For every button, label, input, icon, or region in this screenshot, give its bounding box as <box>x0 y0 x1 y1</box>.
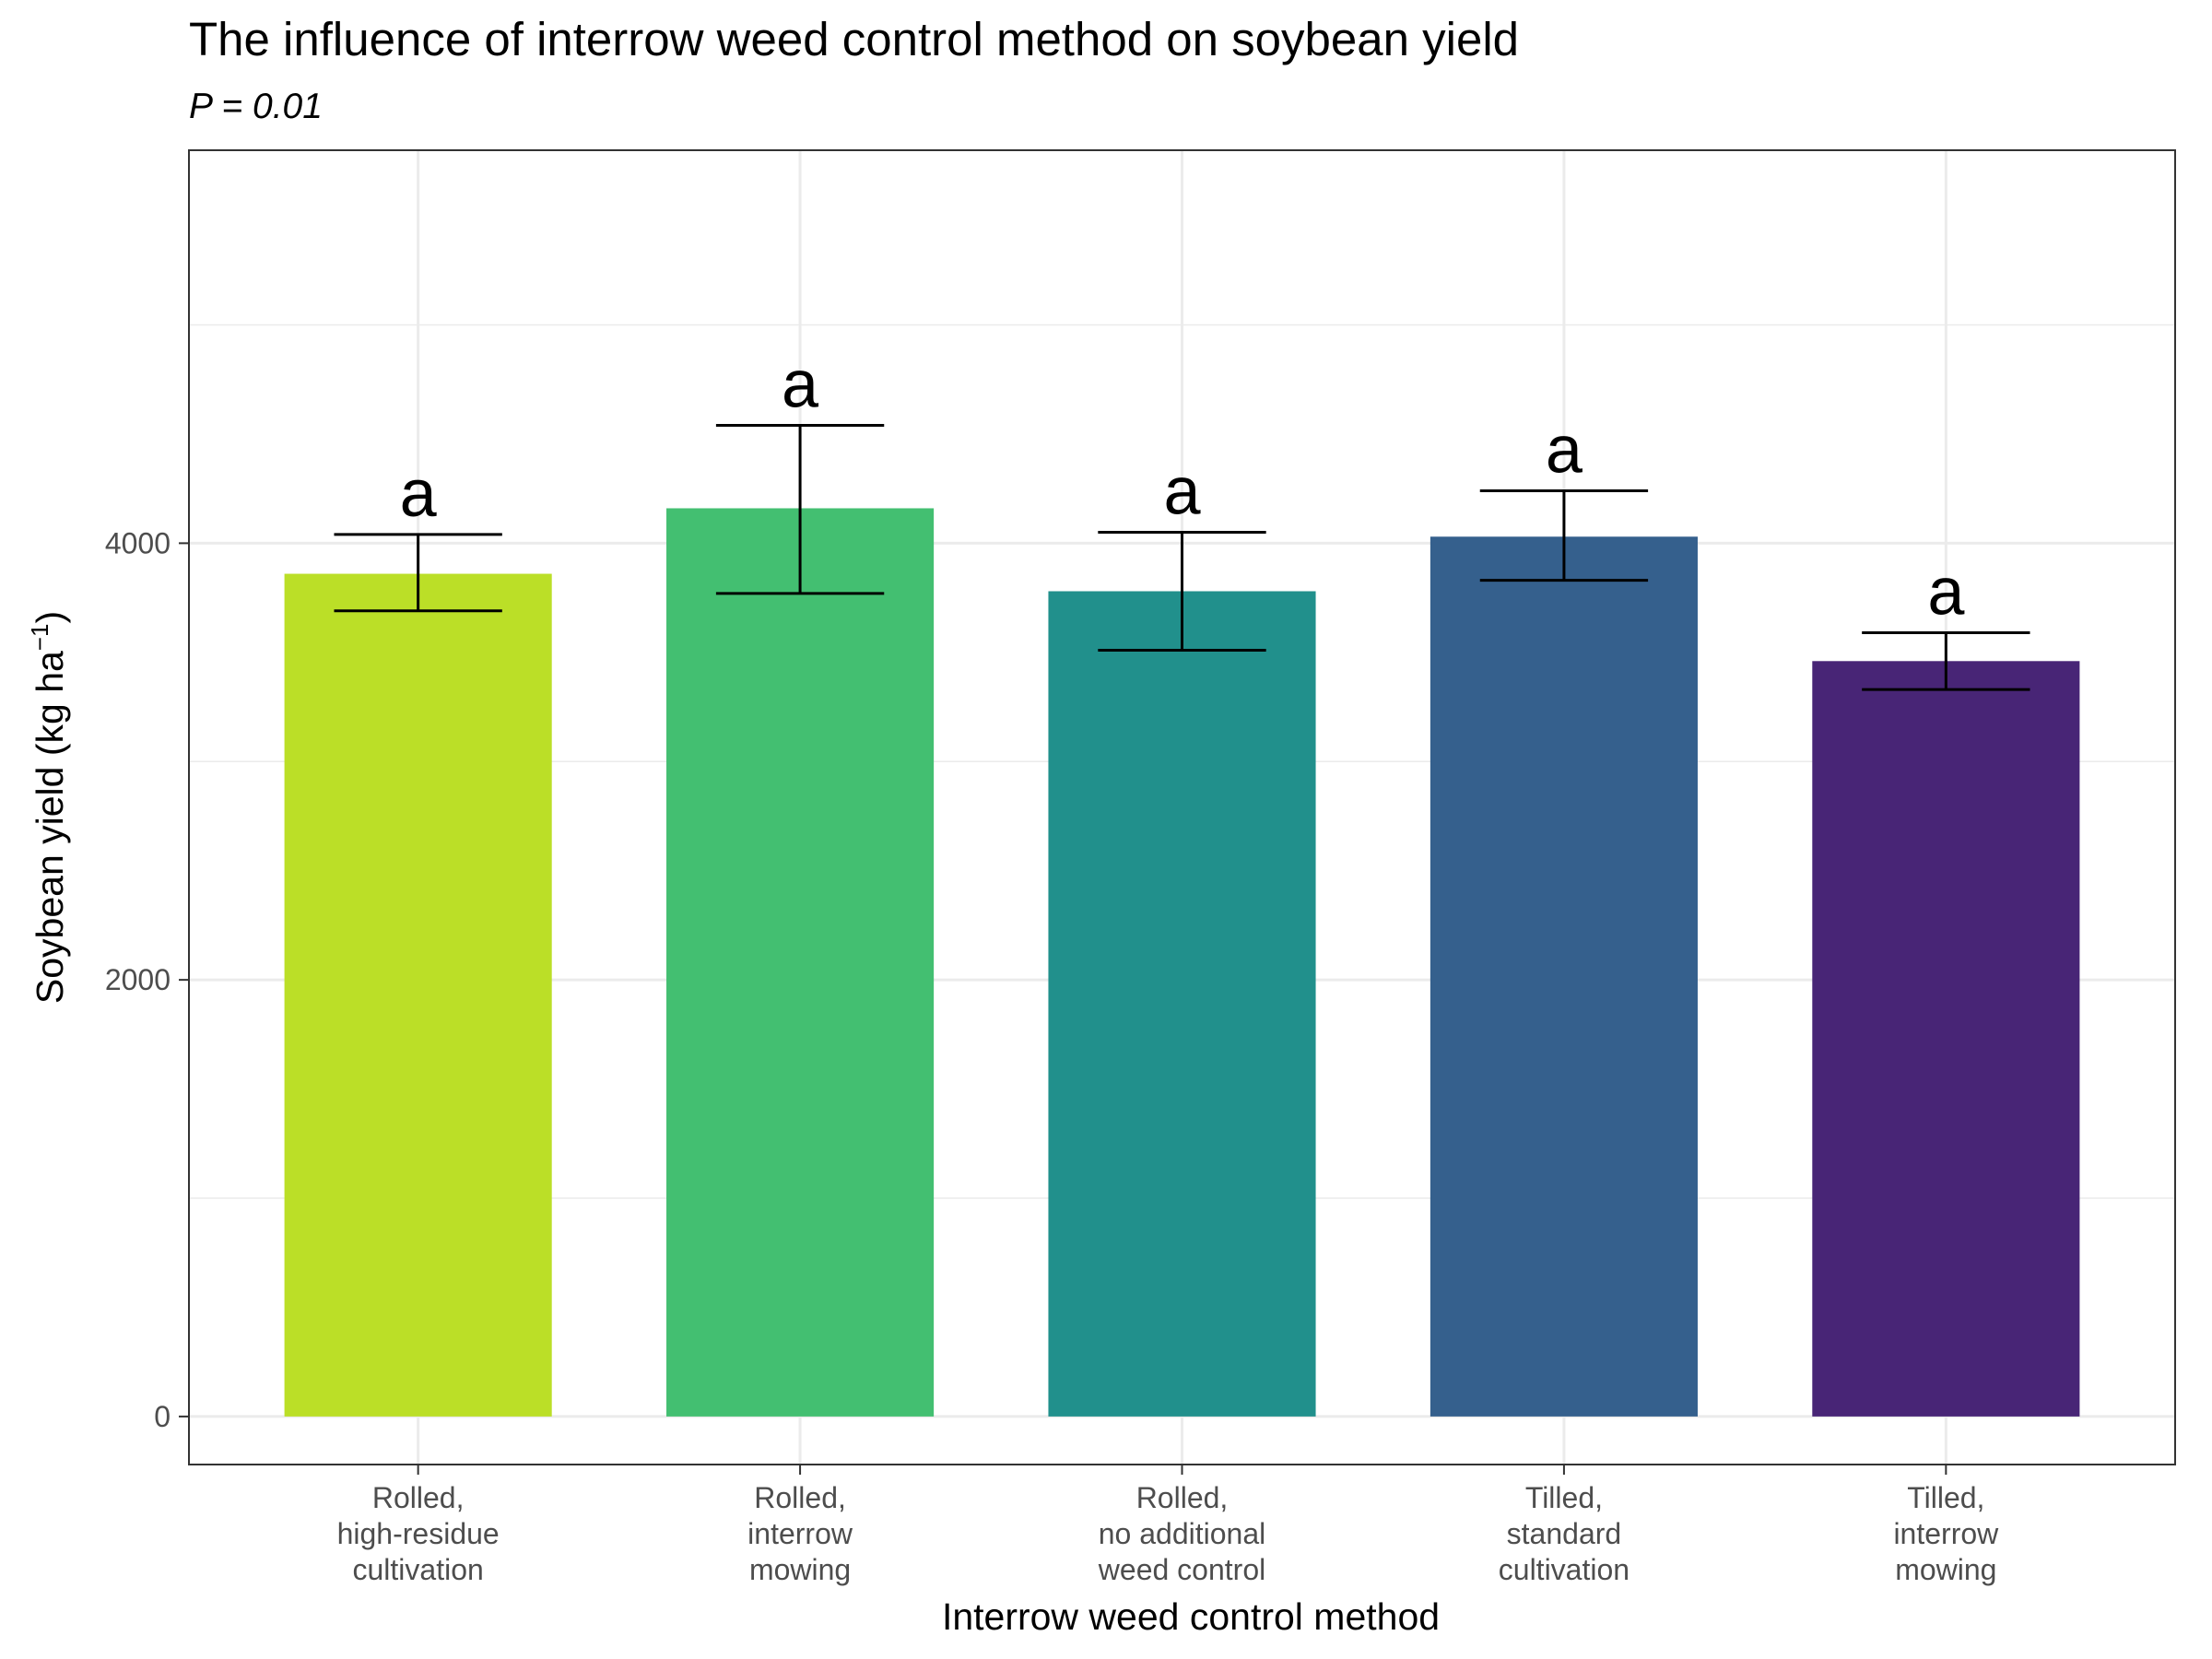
x-tick-label-line: Tilled, <box>1907 1481 1984 1514</box>
significance-letters: a a a a a <box>400 347 1966 629</box>
x-tick-label-line: interrow <box>747 1517 853 1550</box>
significance-letter: a <box>400 457 438 531</box>
x-tick-label-line: no additional <box>1099 1517 1265 1550</box>
x-tick-label: Rolled, no additional weed control <box>1098 1481 1265 1586</box>
x-tick-label-line: interrow <box>1893 1517 1999 1550</box>
y-axis-title-main: Soybean yield (kg ha <box>29 651 71 1004</box>
y-axis-title-superscript: −1 <box>26 624 53 652</box>
x-tick-label-line: Rolled, <box>1136 1481 1229 1514</box>
y-axis-title: Soybean yield (kg ha−1) <box>26 611 71 1004</box>
significance-letter: a <box>1546 414 1583 488</box>
x-tick-label: Rolled, interrow mowing <box>747 1481 853 1586</box>
bars <box>284 508 2080 1417</box>
error-bars <box>334 423 2030 691</box>
x-tick-label-line: Rolled, <box>754 1481 846 1514</box>
x-tick-label: Rolled, high-residue cultivation <box>337 1481 500 1586</box>
bar <box>1048 591 1316 1417</box>
chart-subtitle: P = 0.01 <box>189 87 323 126</box>
significance-letter: a <box>1163 455 1201 529</box>
y-axis: 0 2000 4000 <box>105 526 189 1433</box>
x-tick-label-line: standard <box>1507 1517 1622 1550</box>
x-tick-label-line: Tilled, <box>1525 1481 1603 1514</box>
bar <box>284 573 552 1417</box>
x-tick-label: Tilled, standard cultivation <box>1499 1481 1630 1586</box>
x-tick-label-line: Rolled, <box>372 1481 465 1514</box>
y-tick-label: 0 <box>154 1400 171 1433</box>
x-tick-label-line: mowing <box>749 1553 851 1586</box>
significance-letter: a <box>782 347 819 421</box>
x-axis-title: Interrow weed control method <box>942 1595 1440 1638</box>
significance-letter: a <box>1927 555 1965 629</box>
bar <box>666 508 935 1417</box>
y-axis-title-close: ) <box>29 611 71 624</box>
x-tick-label-line: weed control <box>1098 1553 1265 1586</box>
bar <box>1430 536 1698 1417</box>
y-tick-label: 2000 <box>105 963 171 996</box>
chart-title: The influence of interrow weed control m… <box>189 13 1519 65</box>
bar <box>1812 661 2080 1417</box>
x-tick-label-line: high-residue <box>337 1517 500 1550</box>
x-tick-label-line: mowing <box>1895 1553 1996 1586</box>
y-tick-label: 4000 <box>105 526 171 559</box>
x-tick-label-line: cultivation <box>353 1553 484 1586</box>
x-tick-label-line: cultivation <box>1499 1553 1630 1586</box>
x-tick-label: Tilled, interrow mowing <box>1893 1481 1999 1586</box>
